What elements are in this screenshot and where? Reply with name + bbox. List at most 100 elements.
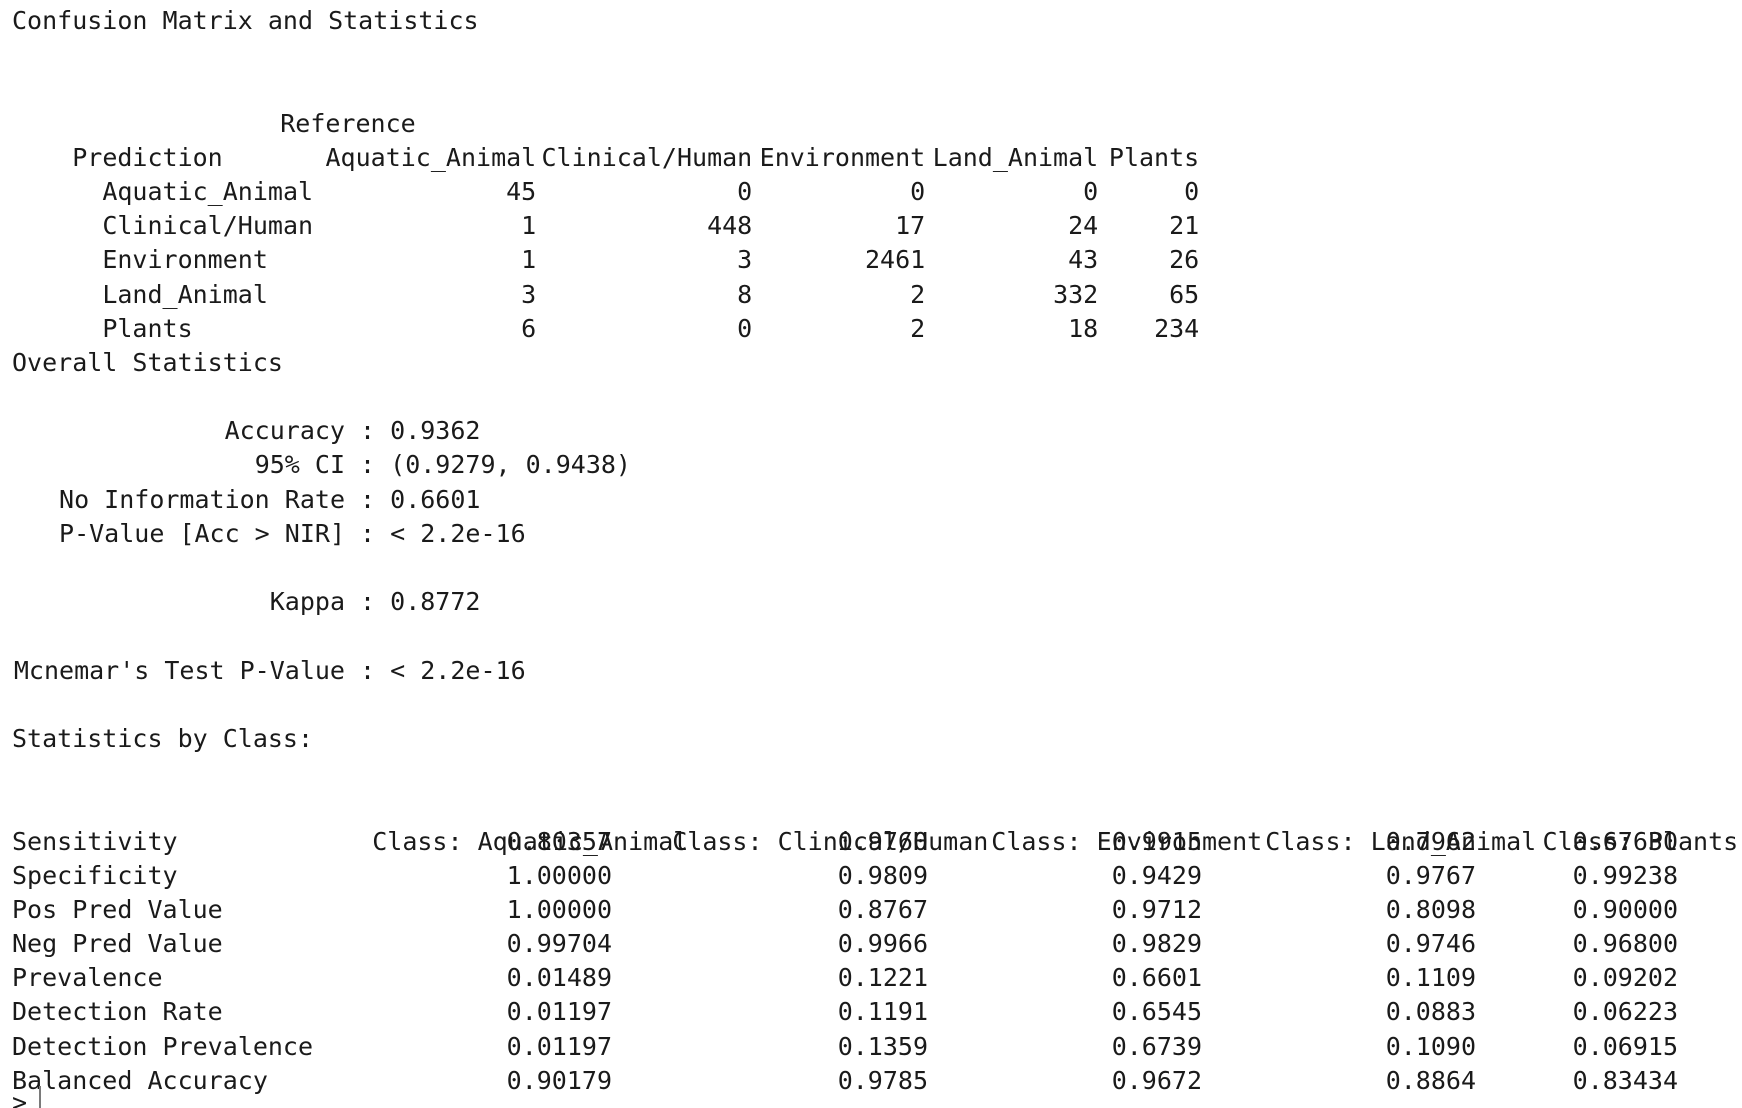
- cm-row: Plants 6 0 2 18 234: [12, 278, 1732, 343]
- cm-cell: 2461: [865, 245, 926, 275]
- bc-cell: 0.83434: [1572, 1065, 1678, 1095]
- cm-col-header: Aquatic_Animal: [325, 142, 537, 172]
- bc-cell: 0.6601: [1111, 963, 1202, 993]
- bc-cell: 0.9712: [1111, 894, 1202, 924]
- cm-cell: 2: [910, 313, 926, 343]
- stat-nir: No Information Rate : 0.6601: [12, 483, 1732, 517]
- bc-cell: 0.8767: [837, 894, 928, 924]
- bc-cell: 0.1221: [837, 963, 928, 993]
- console-input-line[interactable]: >: [12, 1086, 42, 1108]
- stat-value: 0.9362: [390, 416, 481, 446]
- bc-cell: 0.90000: [1572, 894, 1678, 924]
- bc-row: Prevalence 0.01489 0.1221 0.6601 0.1109 0.092…: [12, 961, 1732, 995]
- bc-cell: 0.9809: [837, 860, 928, 890]
- stat-value: < 2.2e-16: [390, 655, 526, 685]
- bc-cell: 0.1109: [1385, 963, 1476, 993]
- cm-cell: 65: [1169, 279, 1200, 309]
- cm-row: Environment 1 3 2461 43 26: [12, 209, 1732, 274]
- cm-cell: 17: [895, 211, 926, 241]
- cm-row-label: Aquatic_Animal: [102, 176, 314, 206]
- cm-cell: 332: [1053, 279, 1099, 309]
- cm-cell: 3: [521, 279, 537, 309]
- bc-cell: 0.9915: [1111, 826, 1202, 856]
- cm-cell: 1: [521, 245, 537, 275]
- bc-row: Neg Pred Value 0.99704 0.9966 0.9829 0.9746 0…: [12, 927, 1732, 961]
- stat-value: < 2.2e-16: [390, 518, 526, 548]
- prompt-symbol: >: [12, 1088, 28, 1108]
- bc-cell: 1.00000: [506, 860, 612, 890]
- stat-value: (0.9279, 0.9438): [390, 450, 631, 480]
- cm-cell: 6: [521, 313, 537, 343]
- cm-col-header: Clinical/Human: [541, 142, 753, 172]
- bc-cell: 0.6545: [1111, 997, 1202, 1027]
- cm-row: Clinical/Human 1 448 17 24 21: [12, 175, 1732, 240]
- cm-cell: 2: [910, 279, 926, 309]
- bc-row-label: Sensitivity: [12, 826, 178, 856]
- bc-col-header: Class: Environment: [991, 826, 1263, 856]
- cm-col-header: Environment: [759, 142, 926, 172]
- bc-row: Balanced Accuracy 0.90179 0.9785 0.9672 0.88…: [12, 1064, 1732, 1098]
- stat-pvalue: P-Value [Acc > NIR] : < 2.2e-16: [12, 517, 1732, 551]
- bc-cell: 0.8098: [1385, 894, 1476, 924]
- cm-col-header: Land_Animal: [932, 142, 1099, 172]
- bc-row: Detection Rate 0.01197 0.1191 0.6545 0.0883 0…: [12, 995, 1732, 1029]
- stat-accuracy: Accuracy : 0.9362: [12, 414, 1732, 448]
- by-class-header: Class: Aquatic_AnimalClass: Clinical/Hum…: [12, 790, 1738, 856]
- bc-row: Detection Prevalence 0.01197 0.1359 0.6739 0…: [12, 1030, 1732, 1064]
- stat-kappa: Kappa : 0.8772: [12, 585, 1732, 619]
- bc-cell: 0.06223: [1572, 997, 1678, 1027]
- cm-row-label: Land_Animal: [102, 279, 268, 309]
- cm-cell: 0: [737, 313, 753, 343]
- bc-row-label: Specificity: [12, 860, 178, 890]
- stat-mcnemar: Mcnemar's Test P-Value : < 2.2e-16: [12, 654, 1732, 688]
- bc-cell: 0.8864: [1385, 1065, 1476, 1095]
- text-cursor: [39, 1086, 42, 1108]
- bc-row-label: Detection Rate: [12, 997, 223, 1027]
- by-class-heading: Statistics by Class:: [12, 723, 314, 753]
- bc-cell: 0.1191: [837, 997, 928, 1027]
- bc-cell: 0.9672: [1111, 1065, 1202, 1095]
- cm-cell: 234: [1154, 313, 1200, 343]
- bc-cell: 0.0883: [1385, 997, 1476, 1027]
- cm-col-header: Plants: [1108, 142, 1200, 172]
- bc-cell: 0.9429: [1111, 860, 1202, 890]
- bc-row-label: Prevalence: [12, 963, 163, 993]
- bc-cell: 0.01197: [506, 997, 612, 1027]
- cm-cell: 0: [737, 176, 753, 206]
- bc-cell: 0.1090: [1385, 1031, 1476, 1061]
- bc-cell: 0.96800: [1572, 929, 1678, 959]
- cm-cell: 0: [1083, 176, 1099, 206]
- cm-cell: 45: [506, 176, 537, 206]
- bc-cell: 0.9829: [1111, 929, 1202, 959]
- stat-ci: 95% CI : (0.9279, 0.9438): [12, 448, 1732, 482]
- bc-row-label: Neg Pred Value: [12, 929, 223, 959]
- prediction-label: Prediction: [72, 142, 223, 172]
- r-console-output: Confusion Matrix and Statistics Referenc…: [12, 4, 1738, 1098]
- bc-cell: 1.00000: [506, 894, 612, 924]
- bc-row: Specificity 1.00000 0.9809 0.9429 0.9767 0.99…: [12, 859, 1732, 893]
- bc-row-label: Balanced Accuracy: [12, 1065, 268, 1095]
- bc-row: Sensitivity 0.80357 0.9760 0.9915 0.7962 0.67…: [12, 825, 1732, 859]
- confusion-matrix-header: Prediction Aquatic_Animal Clinical/Human En…: [12, 107, 1732, 172]
- reference-header-row: Reference: [12, 72, 1732, 138]
- cm-cell: 0: [910, 176, 926, 206]
- cm-cell: 21: [1169, 211, 1200, 241]
- stat-value: 0.8772: [390, 587, 481, 617]
- cm-cell: 18: [1068, 313, 1099, 343]
- bc-cell: 0.1359: [837, 1031, 928, 1061]
- bc-col-header: Class: Plants: [1542, 826, 1739, 856]
- cm-cell: 8: [737, 279, 753, 309]
- cm-cell: 24: [1068, 211, 1099, 241]
- overall-heading: Overall Statistics: [12, 347, 283, 377]
- bc-cell: 0.9767: [1385, 860, 1476, 890]
- cm-cell: 43: [1068, 245, 1099, 275]
- bc-row-label: Detection Prevalence: [12, 1031, 314, 1061]
- cm-cell: 3: [737, 245, 753, 275]
- bc-cell: 0.6739: [1111, 1031, 1202, 1061]
- cm-row: Aquatic_Animal 45 0 0 0 0: [12, 141, 1732, 206]
- cm-row: Land_Animal 3 8 2 332 65: [12, 243, 1732, 309]
- bc-row-label: Pos Pred Value: [12, 894, 223, 924]
- bc-col-header: Class: Land_Animal: [1265, 826, 1537, 856]
- bc-cell: 0.67630: [1572, 826, 1678, 856]
- bc-cell: 0.80357: [506, 826, 612, 856]
